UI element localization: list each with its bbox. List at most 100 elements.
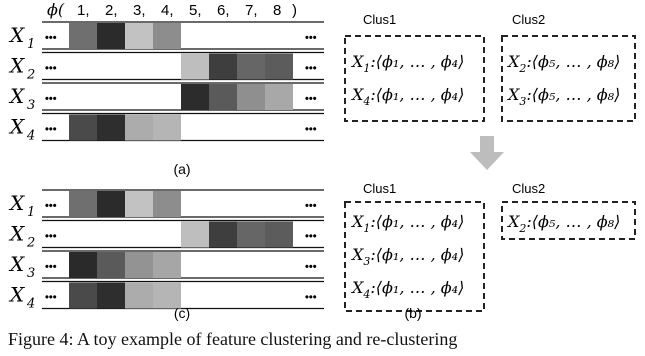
a-cell-phi-5 [181, 54, 209, 80]
c-cell-phi-1 [69, 191, 97, 217]
a-cell-phi-1 [69, 115, 97, 141]
a-row-subscript: 4 [26, 129, 35, 144]
entry-sub: 3 [363, 255, 370, 268]
c-row-4: X 4 ••• ••• [8, 282, 324, 312]
panel-c-rows: X 1 ••• •••X 2 ••• •••X 3 ••• •••X 4 ••• ••• [8, 190, 324, 312]
entry-var: X [350, 278, 364, 297]
cluster-box-clus1-top [345, 36, 484, 121]
b-top-clus2-entry-2: X3:⟨ϕ₅, … , ϕ₈⟩ [506, 85, 620, 108]
c-cell-phi-7 [237, 222, 265, 248]
c-cell-phi-1 [69, 283, 97, 309]
a-cell-phi-7 [237, 84, 265, 110]
a-row-label: X [8, 84, 25, 108]
phi-index-9: ) [292, 2, 297, 19]
caption-c: (c) [174, 305, 190, 321]
phi-index-labels: 1, 2, 3, 4, 5, 6, 7, 8) [77, 2, 297, 19]
figure-caption: Figure 4: A toy example of feature clust… [0, 322, 645, 356]
b-top-clus2-entry-1: X2:⟨ϕ₅, … , ϕ₈⟩ [506, 52, 620, 75]
b-bottom-clus2-entry-1: X2:⟨ϕ₅, … , ϕ₈⟩ [506, 212, 620, 235]
a-row-2: X 2 ••• ••• [8, 53, 324, 83]
a-ellipsis-right: ••• [305, 32, 317, 44]
c-cell-phi-2 [97, 191, 125, 217]
phi-index-2: 2, [105, 2, 118, 19]
c-cell-phi-2 [97, 283, 125, 309]
b-bottom-clus1-entry-1: X1:⟨ϕ₁, … , ϕ₄⟩ [350, 212, 464, 235]
a-ellipsis-left: ••• [45, 124, 57, 136]
phi-index-8: 8 [273, 2, 281, 19]
c-cell-phi-4 [153, 191, 181, 217]
clus2-title-bottom: Clus2 [512, 181, 545, 196]
panel-a-rows: X 1 ••• •••X 2 ••• •••X 3 ••• •••X 4 ••• ••• [8, 22, 324, 144]
a-cell-phi-6 [209, 84, 237, 110]
panel-b-bottom-entries: X1:⟨ϕ₁, … , ϕ₄⟩X3:⟨ϕ₁, … , ϕ₄⟩X4:⟨ϕ₁, … … [350, 212, 620, 301]
c-row-subscript: 2 [26, 236, 35, 251]
c-row-3: X 3 ••• ••• [8, 251, 324, 281]
cluster-box-clus2-top [502, 36, 635, 121]
a-cell-phi-3 [125, 115, 153, 141]
a-row-label: X [8, 23, 25, 47]
entry-range: ⟨ϕ₁, … , ϕ₄⟩ [376, 245, 465, 264]
c-row-subscript: 3 [27, 266, 35, 281]
phi-index-4: 4, [161, 2, 174, 19]
entry-range: ⟨ϕ₅, … , ϕ₈⟩ [532, 85, 621, 104]
a-ellipsis-left: ••• [45, 93, 57, 105]
a-cell-phi-4 [153, 115, 181, 141]
entry-sub: 3 [519, 95, 526, 108]
entry-range: ⟨ϕ₅, … , ϕ₈⟩ [532, 212, 621, 231]
entry-var: X [506, 52, 520, 71]
entry-sub: 1 [363, 62, 370, 75]
c-cell-phi-2 [97, 252, 125, 278]
c-cell-phi-1 [69, 252, 97, 278]
a-cell-phi-2 [97, 115, 125, 141]
a-cell-phi-2 [97, 23, 125, 49]
phi-index-7: 7, [245, 2, 258, 19]
c-ellipsis-right: ••• [305, 292, 317, 304]
entry-var: X [506, 212, 520, 231]
c-row-label: X [8, 191, 25, 215]
panel-b-top-entries: X1:⟨ϕ₁, … , ϕ₄⟩X4:⟨ϕ₁, … , ϕ₄⟩X2:⟨ϕ₅, … … [350, 52, 620, 108]
phi-index-5: 5, [189, 2, 202, 19]
entry-var: X [350, 245, 364, 264]
a-cell-phi-1 [69, 23, 97, 49]
entry-range: ⟨ϕ₅, … , ϕ₈⟩ [532, 52, 621, 71]
c-cell-phi-3 [125, 191, 153, 217]
c-ellipsis-left: ••• [45, 200, 57, 212]
c-cell-phi-5 [181, 222, 209, 248]
entry-var: X [350, 85, 364, 104]
a-cell-phi-7 [237, 54, 265, 80]
a-row-subscript: 1 [27, 37, 35, 52]
a-cell-phi-8 [265, 84, 293, 110]
a-row-subscript: 3 [27, 98, 35, 113]
a-row-4: X 4 ••• ••• [8, 114, 324, 144]
a-ellipsis-right: ••• [305, 63, 317, 75]
a-row-label: X [8, 115, 25, 139]
c-row-subscript: 4 [26, 297, 35, 312]
entry-range: ⟨ϕ₁, … , ϕ₄⟩ [376, 212, 465, 231]
clus2-title-top: Clus2 [512, 12, 545, 27]
c-ellipsis-left: ••• [45, 261, 57, 273]
c-row-label: X [8, 222, 25, 246]
phi-index-3: 3, [133, 2, 146, 19]
c-cell-phi-3 [125, 283, 153, 309]
a-ellipsis-right: ••• [305, 124, 317, 136]
entry-var: X [350, 52, 364, 71]
c-cell-phi-8 [265, 222, 293, 248]
a-ellipsis-left: ••• [45, 63, 57, 75]
c-row-subscript: 1 [27, 205, 35, 220]
a-cell-phi-8 [265, 54, 293, 80]
phi-label: ϕ( [47, 0, 65, 19]
entry-sub: 2 [518, 222, 526, 235]
panel-c: X 1 ••• •••X 2 ••• •••X 3 ••• •••X 4 ••• ••• (c) [8, 190, 324, 321]
panel-b-top: Clus1 Clus2 X1:⟨ϕ₁, … , ϕ₄⟩X4:⟨ϕ₁, … , ϕ… [345, 12, 635, 121]
entry-range: ⟨ϕ₁, … , ϕ₄⟩ [376, 52, 465, 71]
c-cell-phi-3 [125, 252, 153, 278]
figure-canvas: ϕ( 1, 2, 3, 4, 5, 6, 7, 8) X 1 ••• •••X 2 ••• •••X 3 ••… [0, 0, 645, 322]
a-ellipsis-right: ••• [305, 93, 317, 105]
down-arrow-icon [470, 136, 504, 170]
entry-var: X [506, 85, 520, 104]
caption-b: (b) [404, 305, 421, 321]
b-bottom-clus1-entry-3: X4:⟨ϕ₁, … , ϕ₄⟩ [350, 278, 464, 301]
c-row-2: X 2 ••• ••• [8, 221, 324, 251]
c-ellipsis-left: ••• [45, 231, 57, 243]
c-row-label: X [8, 252, 25, 276]
